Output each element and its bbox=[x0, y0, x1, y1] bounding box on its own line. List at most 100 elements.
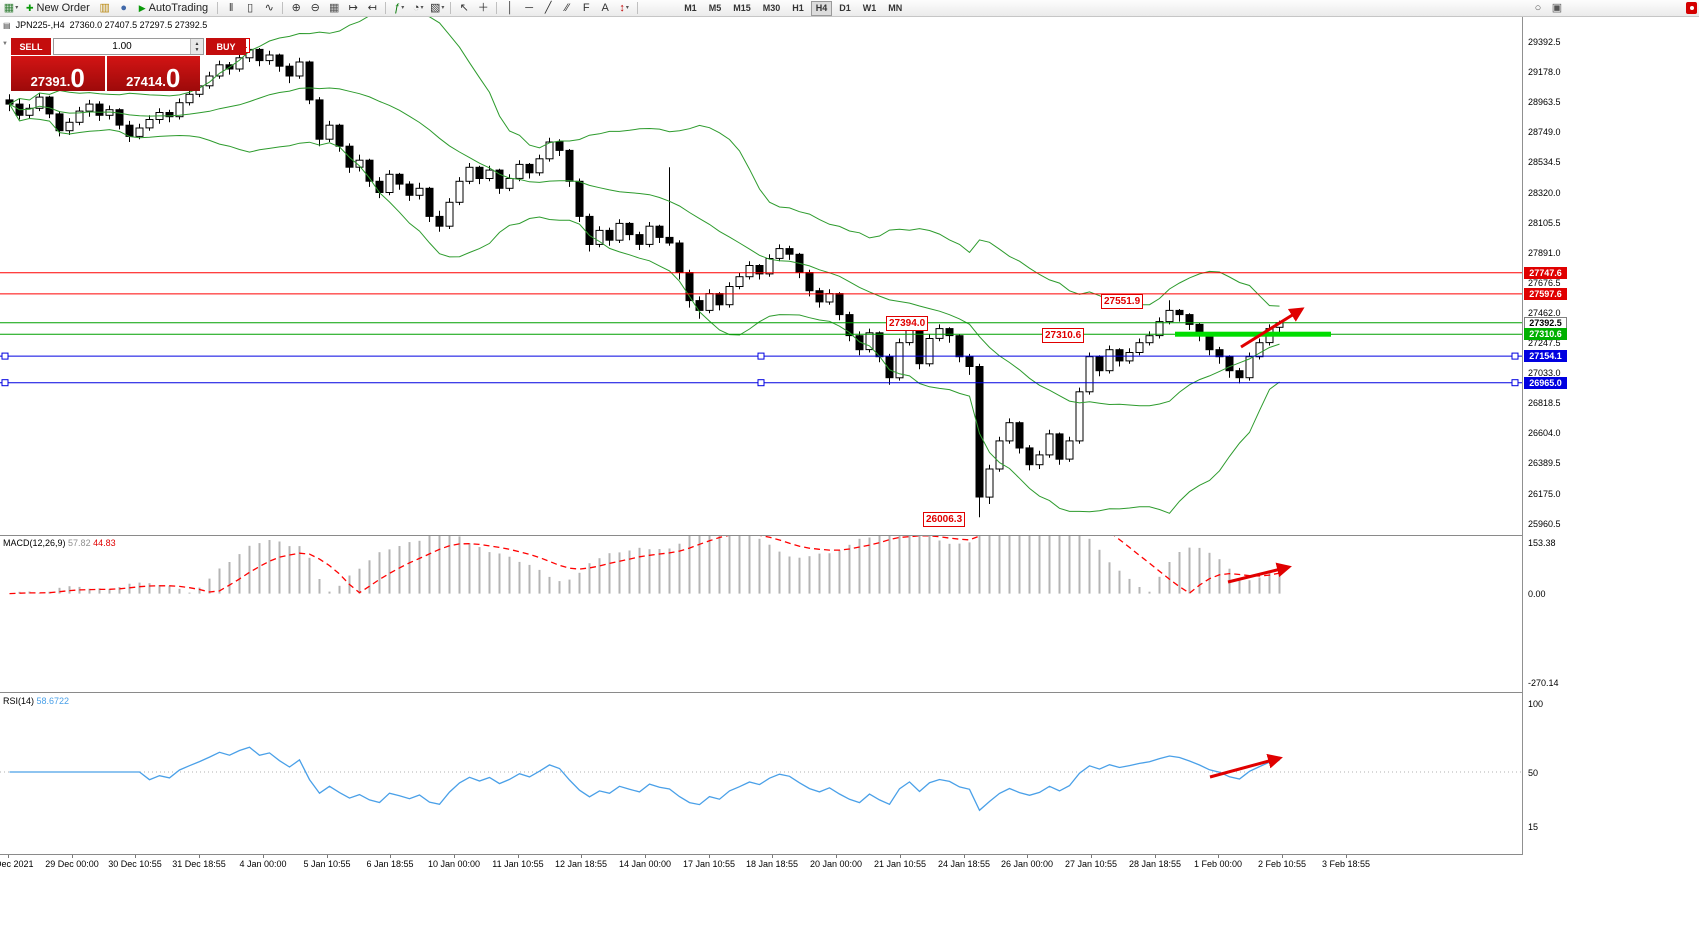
tile-windows-icon[interactable]: ▦ bbox=[325, 1, 343, 16]
market-watch-icon: ▥ bbox=[99, 1, 110, 14]
timeframe-H4[interactable]: H4 bbox=[810, 0, 833, 16]
sell-price-button[interactable]: 27391. 0 bbox=[11, 56, 105, 91]
indicators-icon[interactable]: ƒ ▾ bbox=[390, 1, 408, 16]
timeframe-M1[interactable]: M1 bbox=[684, 3, 697, 13]
bar-chart-icon[interactable]: ‖ bbox=[222, 1, 240, 16]
sell-price-big-digit: 0 bbox=[70, 63, 85, 93]
price-chart-canvas[interactable] bbox=[0, 17, 1522, 535]
horizontal-line-icon[interactable]: ─ bbox=[520, 1, 538, 16]
toolbar-separator bbox=[385, 2, 387, 14]
zoom-out-icon[interactable]: ⊖ bbox=[306, 1, 324, 16]
rsi-scale-label: 50 bbox=[1528, 768, 1539, 778]
one-click-trading-panel: ▼ SELL ▲ ▼ BUY 27391.0 bbox=[2, 38, 246, 91]
time-tick bbox=[135, 855, 136, 858]
panel-divider bbox=[0, 854, 1568, 855]
notification-badge[interactable] bbox=[1686, 2, 1697, 14]
price-tick-label: 27891.0 bbox=[1528, 248, 1561, 258]
timeframe-M30[interactable]: M30 bbox=[762, 3, 781, 13]
search-icon[interactable]: ○ bbox=[1529, 1, 1547, 16]
rsi-panel-canvas[interactable] bbox=[0, 693, 1522, 854]
text-icon[interactable]: A bbox=[596, 1, 614, 16]
time-axis[interactable]: 28 Dec 2021 29 Dec 00:00 30 Dec 10:55 31 De… bbox=[0, 855, 1568, 872]
panel-divider[interactable] bbox=[0, 692, 1568, 693]
zoom-in-icon: ⊕ bbox=[291, 1, 301, 14]
time-tick bbox=[327, 855, 328, 858]
timeframe-MN[interactable]: MN bbox=[888, 3, 903, 13]
new-chart-icon[interactable]: ▦ ▾ bbox=[2, 1, 20, 16]
volume-up-icon[interactable]: ▲ bbox=[194, 40, 200, 47]
time-tick bbox=[72, 855, 73, 858]
timeframe-M15[interactable]: M15 bbox=[733, 3, 751, 13]
periods-icon[interactable]: ◔ ▾ bbox=[409, 1, 427, 16]
price-axis[interactable]: 29392.5 29178.0 28963.5 28749.0 28534.5 28320… bbox=[1522, 17, 1569, 855]
price-tick-label: 26818.5 bbox=[1528, 398, 1561, 408]
time-tick bbox=[1346, 855, 1347, 858]
line-chart-icon[interactable]: ∿ bbox=[260, 1, 278, 16]
volume-input[interactable] bbox=[54, 39, 190, 54]
price-tick-label: 29178.0 bbox=[1528, 67, 1561, 77]
profile-icon[interactable]: ▣ bbox=[1548, 1, 1566, 16]
price-callout: 27551.9 bbox=[1101, 294, 1144, 309]
candlestick-chart-icon[interactable]: ▯ bbox=[241, 1, 259, 16]
collapse-icon[interactable]: ▼ bbox=[2, 41, 8, 47]
time-tick bbox=[772, 855, 773, 858]
time-tick bbox=[199, 855, 200, 858]
text-icon: A bbox=[601, 1, 609, 14]
chevron-down-icon: ▾ bbox=[15, 5, 19, 11]
line-handle bbox=[1511, 352, 1519, 360]
fibonacci-icon[interactable]: F bbox=[577, 1, 595, 16]
price-tick-label: 25960.5 bbox=[1528, 519, 1561, 529]
chart-shift-icon: ↤ bbox=[367, 1, 377, 14]
profile-icon: ▣ bbox=[1551, 1, 1563, 14]
macd-panel-canvas[interactable] bbox=[0, 536, 1522, 692]
time-tick bbox=[454, 855, 455, 858]
timeframe-M5[interactable]: M5 bbox=[708, 3, 722, 13]
vertical-line-icon[interactable]: │ bbox=[501, 1, 519, 16]
macd-scale-label: -270.14 bbox=[1528, 678, 1559, 688]
time-tick-label: 3 Feb 18:55 bbox=[1321, 859, 1371, 869]
templates-icon[interactable]: ▧ ▾ bbox=[428, 1, 446, 16]
time-tick bbox=[645, 855, 646, 858]
time-tick-label: 28 Dec 2021 bbox=[0, 859, 34, 869]
timeframe-W1[interactable]: W1 bbox=[862, 3, 877, 13]
chart-icon: ▤ bbox=[3, 20, 11, 30]
trendline-icon[interactable]: ╱ bbox=[539, 1, 557, 16]
autotrading-button[interactable]: ▶ AutoTrading bbox=[134, 1, 213, 16]
auto-scroll-icon[interactable]: ↦ bbox=[344, 1, 362, 16]
main-chart-area[interactable]: ▤ JPN225-,H4 27360.0 27407.5 27297.5 273… bbox=[0, 17, 1522, 535]
time-tick-label: 17 Jan 10:55 bbox=[682, 859, 736, 869]
price-tick-label: 27676.5 bbox=[1528, 278, 1561, 288]
cursor-icon[interactable]: ↖ bbox=[455, 1, 473, 16]
timeframe-H1[interactable]: H1 bbox=[792, 3, 804, 13]
volume-spinner[interactable]: ▲ ▼ bbox=[190, 39, 203, 54]
arrows-icon[interactable]: ↕ ▾ bbox=[615, 1, 633, 16]
new-order-button[interactable]: ✚ New Order bbox=[21, 1, 95, 16]
time-tick bbox=[8, 855, 9, 858]
volume-down-icon[interactable]: ▼ bbox=[194, 46, 200, 53]
equidistant-channel-icon[interactable]: ⁄⁄ bbox=[558, 1, 576, 16]
price-callout: 27310.6 bbox=[1042, 328, 1085, 343]
zoom-in-icon[interactable]: ⊕ bbox=[287, 1, 305, 16]
macd-scale-label: 0.00 bbox=[1528, 589, 1546, 599]
timeframe-D1[interactable]: D1 bbox=[839, 3, 851, 13]
profiles-icon[interactable]: ● bbox=[115, 1, 133, 16]
buy-button[interactable]: BUY bbox=[206, 38, 246, 55]
market-watch-icon[interactable]: ▥ bbox=[96, 1, 114, 16]
time-tick bbox=[1218, 855, 1219, 858]
buy-price-button[interactable]: 27414. 0 bbox=[106, 56, 200, 91]
bollinger-band bbox=[9, 103, 1280, 514]
time-tick-label: 1 Feb 00:00 bbox=[1193, 859, 1243, 869]
panel-divider[interactable] bbox=[0, 535, 1568, 536]
cursor-icon: ↖ bbox=[459, 1, 469, 14]
time-tick bbox=[964, 855, 965, 858]
time-tick bbox=[836, 855, 837, 858]
price-tick-label: 27033.0 bbox=[1528, 368, 1561, 378]
macd-label: MACD(12,26,9) 57.82 44.83 bbox=[3, 538, 116, 548]
equidistant-channel-icon: ⁄⁄ bbox=[565, 1, 570, 14]
chart-shift-icon[interactable]: ↤ bbox=[363, 1, 381, 16]
line-handle bbox=[1, 352, 9, 360]
crosshair-icon[interactable]: ＋ bbox=[474, 1, 492, 16]
timeframe-group: M1 M5 M15 M30 H1 H4 D1 W1 MN bbox=[678, 0, 908, 16]
sell-button[interactable]: SELL bbox=[11, 38, 51, 55]
